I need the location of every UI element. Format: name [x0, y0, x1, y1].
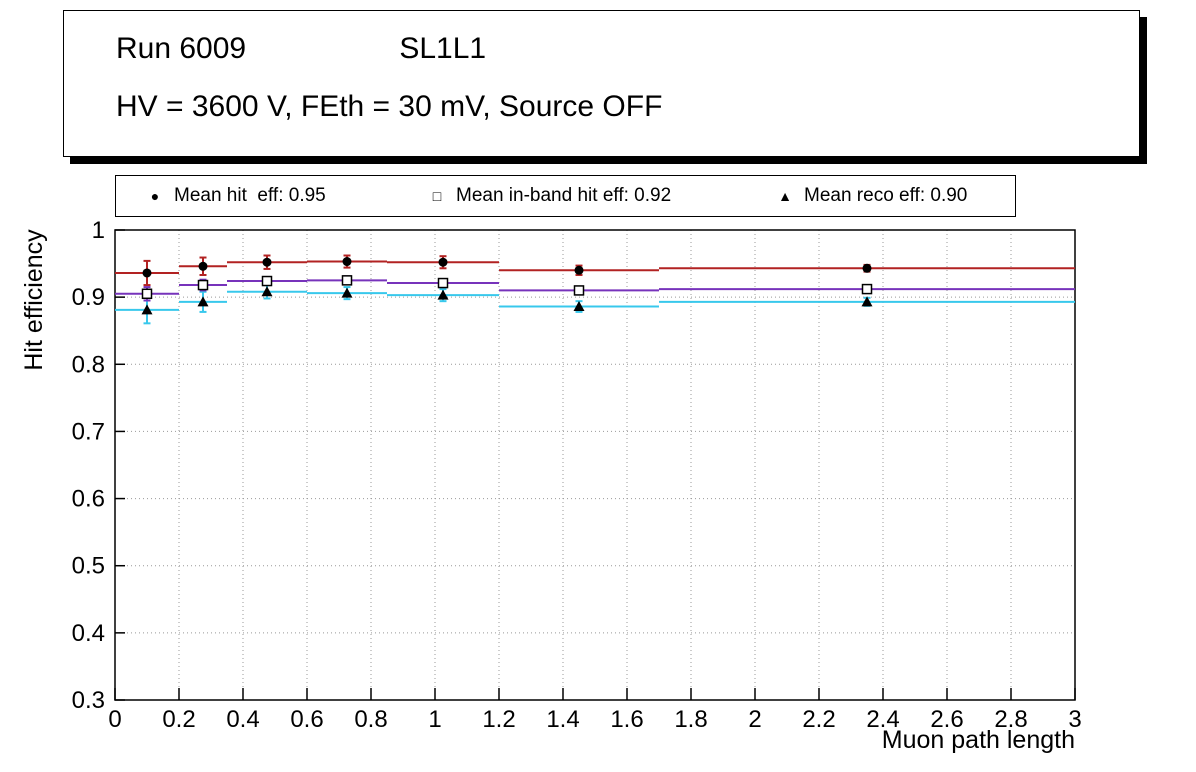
- y-tick-label: 0.8: [72, 351, 105, 378]
- triangle-filled-marker-icon: ▲: [778, 188, 792, 204]
- y-tick-label: 0.7: [72, 418, 105, 445]
- legend-label-mean-in-band-hit-eff: Mean in-band hit eff: 0.92: [456, 185, 672, 206]
- data-point-square: [141, 288, 153, 300]
- x-tick-label: 0.2: [162, 706, 195, 733]
- data-point-square: [437, 277, 449, 289]
- plot-frame: [114, 229, 1076, 701]
- x-tick-label: 1.6: [610, 706, 643, 733]
- data-point-triangle: [573, 301, 585, 312]
- x-tick-label: 3: [1068, 706, 1081, 733]
- x-tick-label: 0.6: [290, 706, 323, 733]
- x-tick-label: 2: [748, 706, 761, 733]
- data-point-circle: [862, 263, 872, 273]
- legend: ● Mean hit eff: 0.95 □ Mean in-band hit …: [115, 175, 1016, 217]
- circle-filled-marker-icon: ●: [150, 188, 160, 204]
- legend-entry-mean-in-band-hit-eff: □ Mean in-band hit eff: 0.92: [428, 176, 671, 216]
- x-tick-label: 1.2: [482, 706, 515, 733]
- x-tick-label: 2.6: [930, 706, 963, 733]
- y-tick-label: 0.3: [72, 687, 105, 714]
- x-tick-label: 0: [108, 706, 121, 733]
- x-tick-label: 2.2: [802, 706, 835, 733]
- x-tick-label: 2.8: [994, 706, 1027, 733]
- series-mean-reco-eff: [115, 284, 1075, 325]
- data-point-square: [261, 275, 273, 287]
- data-point-triangle: [261, 286, 273, 297]
- y-tick-label: 0.6: [72, 486, 105, 513]
- legend-label-mean-hit-eff: Mean hit eff: 0.95: [174, 185, 326, 206]
- title-box: Run 6009 SL1L1 HV = 3600 V, FEth = 30 mV…: [63, 10, 1140, 157]
- data-point-circle: [262, 257, 272, 267]
- legend-entry-mean-hit-eff: ● Mean hit eff: 0.95: [146, 176, 326, 216]
- data-point-square: [573, 285, 585, 296]
- y-tick-label: 0.4: [72, 620, 105, 647]
- x-tick-label: 1: [428, 706, 441, 733]
- x-tick-label: 0.8: [354, 706, 387, 733]
- series-mean-hit-eff: [115, 254, 1075, 287]
- x-axis-title: Muon path length: [882, 726, 1075, 754]
- x-tick-label: 2.4: [866, 706, 899, 733]
- data-point-circle: [142, 268, 152, 278]
- y-tick-label: 1: [92, 217, 105, 244]
- data-point-triangle: [437, 289, 449, 300]
- conditions-label: HV = 3600 V, FEth = 30 mV, Source OFF: [116, 90, 663, 123]
- y-tick-label: 0.9: [72, 284, 105, 311]
- x-tick-label: 1.8: [674, 706, 707, 733]
- data-point-triangle: [141, 304, 153, 315]
- y-tick-label: 0.5: [72, 553, 105, 580]
- title-line-1: Run 6009 SL1L1: [116, 29, 1139, 69]
- data-point-triangle: [861, 296, 873, 307]
- legend-entry-mean-reco-eff: ▲ Mean reco eff: 0.90: [776, 176, 967, 216]
- data-point-triangle: [341, 287, 353, 298]
- series-mean-in-band-hit-eff: [115, 275, 1075, 302]
- legend-label-mean-reco-eff: Mean reco eff: 0.90: [804, 185, 968, 206]
- layer-label: SL1L1: [399, 32, 487, 65]
- data-point-triangle: [197, 296, 209, 307]
- run-label: Run 6009: [116, 32, 247, 65]
- data-point-circle: [342, 257, 352, 267]
- data-point-square: [197, 279, 209, 291]
- y-axis-title: Hit efficiency: [20, 229, 48, 371]
- grid-lines: [115, 230, 1075, 700]
- x-tick-label: 0.4: [226, 706, 259, 733]
- square-open-marker-icon: □: [432, 188, 442, 204]
- data-point-circle: [438, 257, 448, 267]
- x-tick-label: 1.4: [546, 706, 579, 733]
- y-axis: 0.3 0.4 0.5 0.6 0.7 0.8 0.9 1: [72, 217, 125, 714]
- data-point-circle: [198, 261, 208, 271]
- x-axis: 0 0.2 0.4 0.6 0.8 1 1.2 1.4 1.6 1.8 2 2.2 2.4 2.6 2.8 3: [108, 688, 1082, 733]
- data-point-square: [861, 283, 873, 295]
- data-point-square: [341, 275, 353, 286]
- data-point-circle: [574, 265, 584, 275]
- chart-layers: 0 0.2 0.4 0.6 0.8 1 1.2 1.4 1.6 1.8 2 2.2 2.4 2.6 2.8 3…: [72, 217, 1082, 733]
